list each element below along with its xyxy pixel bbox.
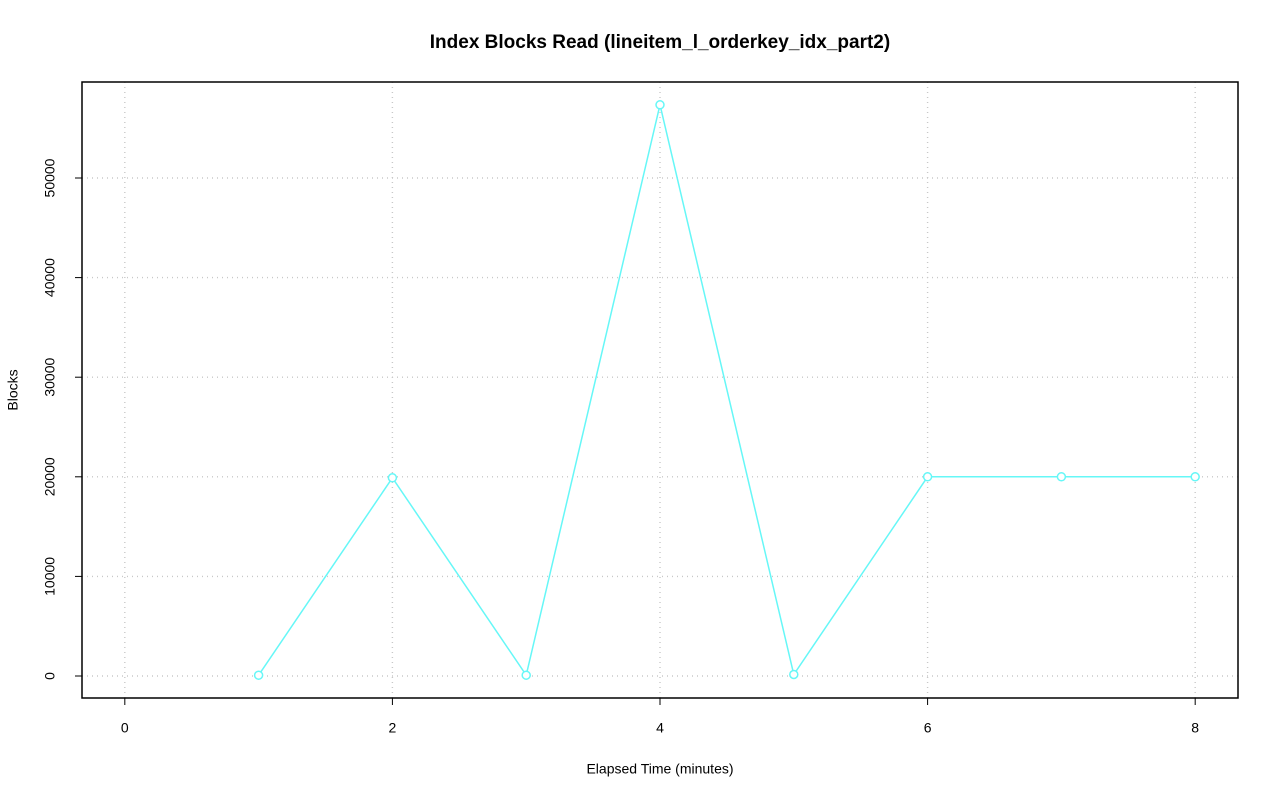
x-tick-label: 0	[121, 720, 129, 736]
point	[521, 670, 531, 680]
x-axis-label: Elapsed Time (minutes)	[586, 761, 733, 777]
y-tick-label: 30000	[42, 358, 58, 397]
y-axis-label: Blocks	[5, 369, 21, 410]
series-line	[257, 104, 1196, 678]
point	[922, 472, 933, 482]
y-tick-label: 10000	[42, 557, 58, 596]
point	[1056, 472, 1067, 482]
point	[789, 669, 799, 680]
point	[387, 473, 398, 483]
y-tick-label: 0	[42, 672, 58, 680]
x-tick-label: 6	[924, 720, 932, 736]
plot-frame	[81, 81, 1239, 699]
point	[655, 100, 665, 110]
point	[1190, 472, 1200, 482]
chart-title: Index Blocks Read (lineitem_l_orderkey_i…	[430, 32, 890, 53]
y-tick-label: 40000	[42, 258, 58, 297]
x-tick-label: 2	[389, 720, 397, 736]
x-tick-label: 8	[1191, 720, 1199, 736]
y-tick-label: 50000	[42, 158, 58, 197]
y-tick-label: 20000	[42, 457, 58, 496]
point	[253, 670, 264, 680]
x-tick-label: 4	[656, 720, 664, 736]
